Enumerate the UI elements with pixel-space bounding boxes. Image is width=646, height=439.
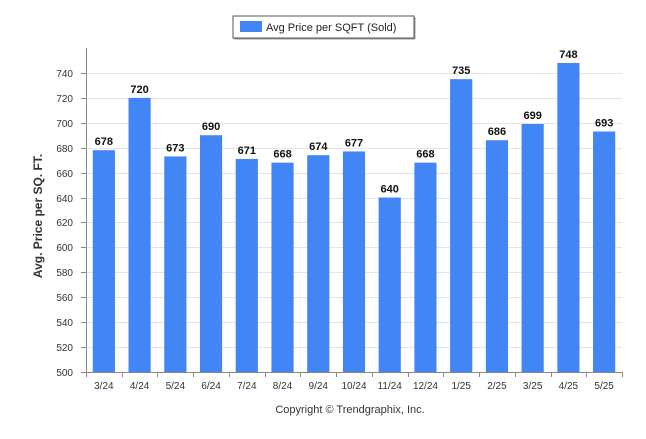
data-label: 668 [416,149,434,161]
bar [378,197,401,372]
y-axis-title: Avg. Price per SQ. FT. [31,154,45,278]
legend-swatch [240,21,262,32]
x-tick-label: 3/25 [523,381,543,392]
bar [557,62,580,372]
legend: Avg Price per SQFT (Sold) [232,15,416,40]
y-tick-label: 680 [56,144,73,155]
x-tick-label: 6/24 [201,381,221,392]
y-tick-label: 560 [56,293,73,304]
y-tick-label: 540 [56,318,73,329]
data-label: 677 [345,137,363,149]
data-label: 673 [166,142,184,154]
bar [450,79,473,373]
bar [235,158,258,372]
x-tick-label: 5/24 [166,381,186,392]
data-labels: 678 720 673 690 671 668 674 677 640 668 735 686 699 7… [95,49,614,196]
bars [92,62,616,373]
bar [485,140,509,372]
bar [271,162,294,372]
data-label: 671 [238,145,256,157]
data-label: 693 [595,117,613,129]
bar [593,131,616,372]
x-tick-label: 11/24 [378,381,403,392]
bar [342,151,366,372]
x-tick-label: 10/24 [341,381,366,392]
data-label: 640 [381,184,399,196]
x-tick-label: 12/24 [413,381,438,392]
y-tick-label: 740 [56,69,73,80]
y-tick-label: 520 [56,343,73,354]
bar [414,162,437,372]
data-label: 720 [130,84,148,96]
x-tick-label: 8/24 [273,381,293,392]
data-label: 686 [488,126,506,138]
data-label: 690 [202,121,220,133]
x-tick-label: 4/25 [559,381,579,392]
y-tick-label: 620 [56,218,73,229]
legend-label: Avg Price per SQFT (Sold) [266,22,396,34]
data-label: 674 [309,141,328,153]
bar [307,155,330,372]
y-axis: 500 520 540 560 580 600 620 640 660 680 700 720 740 [56,48,87,379]
x-tick-label: 7/24 [237,381,257,392]
x-tick-label: 5/25 [594,381,614,392]
y-tick-label: 720 [56,94,73,105]
y-tick-label: 660 [56,169,73,180]
y-tick-label: 500 [56,368,73,379]
data-label: 678 [95,136,113,148]
data-label: 668 [273,149,291,161]
x-tick-label: 9/24 [309,381,329,392]
data-label: 735 [452,65,470,77]
bar [521,124,544,372]
y-tick-label: 600 [56,243,73,254]
bar [128,97,151,372]
x-tick-label: 1/25 [451,381,471,392]
x-tick-label: 2/25 [487,381,507,392]
data-label: 699 [523,110,541,122]
bar [199,135,223,372]
data-label: 748 [559,49,577,61]
y-tick-label: 640 [56,194,73,205]
x-tick-label: 3/24 [94,381,114,392]
x-axis: 3/24 4/24 5/24 6/24 7/24 8/24 9/24 10/24 11/24 12… [86,372,623,392]
bar [92,150,115,372]
x-tick-label: 4/24 [130,381,150,392]
bar [164,156,187,372]
copyright-text: Copyright © Trendgraphix, Inc. [275,404,424,416]
y-tick-label: 580 [56,268,73,279]
y-tick-label: 700 [56,119,73,130]
